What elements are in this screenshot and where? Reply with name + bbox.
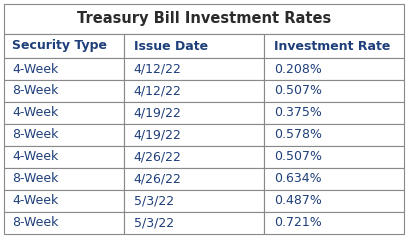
Text: 0.208%: 0.208%	[274, 62, 322, 75]
Bar	[264, 190, 404, 212]
Text: 0.487%: 0.487%	[274, 195, 322, 208]
Bar	[264, 146, 404, 168]
Bar	[4, 146, 124, 168]
Bar	[124, 124, 264, 146]
Text: Issue Date: Issue Date	[134, 39, 208, 52]
Bar	[124, 58, 264, 80]
Bar	[124, 168, 264, 190]
Bar	[4, 34, 124, 58]
Text: 4-Week: 4-Week	[12, 107, 59, 120]
Bar	[264, 80, 404, 102]
Bar	[4, 4, 404, 34]
Text: Security Type: Security Type	[12, 39, 107, 52]
Text: 5/3/22: 5/3/22	[134, 217, 174, 230]
Text: 4/12/22: 4/12/22	[134, 62, 182, 75]
Bar	[124, 102, 264, 124]
Bar	[4, 58, 124, 80]
Bar	[264, 168, 404, 190]
Text: 8-Week: 8-Week	[12, 217, 59, 230]
Text: 8-Week: 8-Week	[12, 128, 59, 142]
Text: Treasury Bill Investment Rates: Treasury Bill Investment Rates	[77, 12, 331, 26]
Bar	[264, 124, 404, 146]
Text: 4/19/22: 4/19/22	[134, 128, 182, 142]
Bar	[4, 124, 124, 146]
Text: 0.721%: 0.721%	[274, 217, 322, 230]
Bar	[4, 102, 124, 124]
Bar	[4, 212, 124, 234]
Bar	[4, 168, 124, 190]
Text: 4-Week: 4-Week	[12, 62, 59, 75]
Text: 0.578%: 0.578%	[274, 128, 322, 142]
Text: 4-Week: 4-Week	[12, 150, 59, 163]
Bar	[124, 146, 264, 168]
Text: 8-Week: 8-Week	[12, 172, 59, 185]
Bar	[264, 34, 404, 58]
Bar	[124, 190, 264, 212]
Text: 0.634%: 0.634%	[274, 172, 322, 185]
Bar	[124, 34, 264, 58]
Bar	[4, 80, 124, 102]
Text: 8-Week: 8-Week	[12, 85, 59, 98]
Text: 4/26/22: 4/26/22	[134, 150, 182, 163]
Text: 0.507%: 0.507%	[274, 85, 322, 98]
Bar	[4, 190, 124, 212]
Bar	[264, 58, 404, 80]
Text: 4/19/22: 4/19/22	[134, 107, 182, 120]
Text: Investment Rate: Investment Rate	[274, 39, 390, 52]
Text: 0.375%: 0.375%	[274, 107, 322, 120]
Bar	[264, 212, 404, 234]
Text: 4/26/22: 4/26/22	[134, 172, 182, 185]
Bar	[124, 212, 264, 234]
Text: 5/3/22: 5/3/22	[134, 195, 174, 208]
Bar	[124, 80, 264, 102]
Text: 4/12/22: 4/12/22	[134, 85, 182, 98]
Bar	[264, 102, 404, 124]
Text: 0.507%: 0.507%	[274, 150, 322, 163]
Text: 4-Week: 4-Week	[12, 195, 59, 208]
